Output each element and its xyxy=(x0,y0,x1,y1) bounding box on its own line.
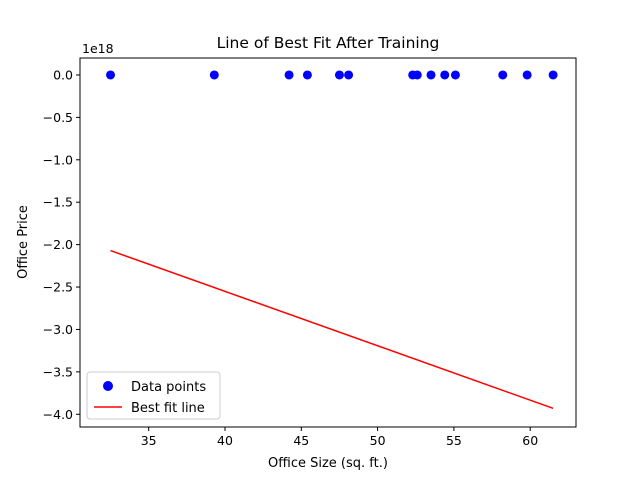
legend-label-best-fit-line: Best fit line xyxy=(131,401,205,416)
x-tick-label: 50 xyxy=(370,433,386,448)
y-tick-label: 0.0 xyxy=(53,67,73,82)
legend-label-data-points: Data points xyxy=(131,380,206,395)
data-point xyxy=(209,70,219,80)
data-point xyxy=(412,70,422,80)
data-point xyxy=(450,70,460,80)
y-offset-text: 1e18 xyxy=(82,41,114,56)
axes-frame xyxy=(79,57,577,428)
y-tick-label: −2.5 xyxy=(43,280,73,295)
data-point xyxy=(522,70,532,80)
y-tick-label: −1.5 xyxy=(43,195,73,210)
data-point xyxy=(498,70,508,80)
x-tick-label: 45 xyxy=(293,433,309,448)
x-tick-label: 60 xyxy=(522,433,538,448)
x-tick-label: 40 xyxy=(217,433,233,448)
plot-area: 35 40 45 50 55 60 0.0 −0.5 −1.0 −1.5 −2.0 −2.5 −3.0 −… xyxy=(43,57,577,448)
y-tick-label: −3.0 xyxy=(43,322,73,337)
data-point xyxy=(284,70,294,80)
y-axis-label: Office Price xyxy=(16,205,31,279)
y-tick-label: −1.0 xyxy=(43,152,73,167)
legend: Data points Best fit line xyxy=(86,371,221,420)
data-point xyxy=(344,70,354,80)
y-tick-label: −2.0 xyxy=(43,237,73,252)
y-tick-label: −4.0 xyxy=(43,407,73,422)
chart-title: Line of Best Fit After Training xyxy=(217,34,440,52)
data-point xyxy=(106,70,116,80)
data-point xyxy=(334,70,344,80)
x-axis-label: Office Size (sq. ft.) xyxy=(268,456,388,471)
legend-marker-data-points xyxy=(103,381,113,391)
data-point xyxy=(302,70,312,80)
y-tick-label: −3.5 xyxy=(43,364,73,379)
data-point xyxy=(426,70,436,80)
data-point xyxy=(440,70,450,80)
data-point xyxy=(548,70,558,80)
x-tick-label: 35 xyxy=(141,433,157,448)
x-tick-label: 55 xyxy=(446,433,462,448)
best-fit-line xyxy=(110,249,554,410)
y-tick-label: −0.5 xyxy=(43,110,73,125)
